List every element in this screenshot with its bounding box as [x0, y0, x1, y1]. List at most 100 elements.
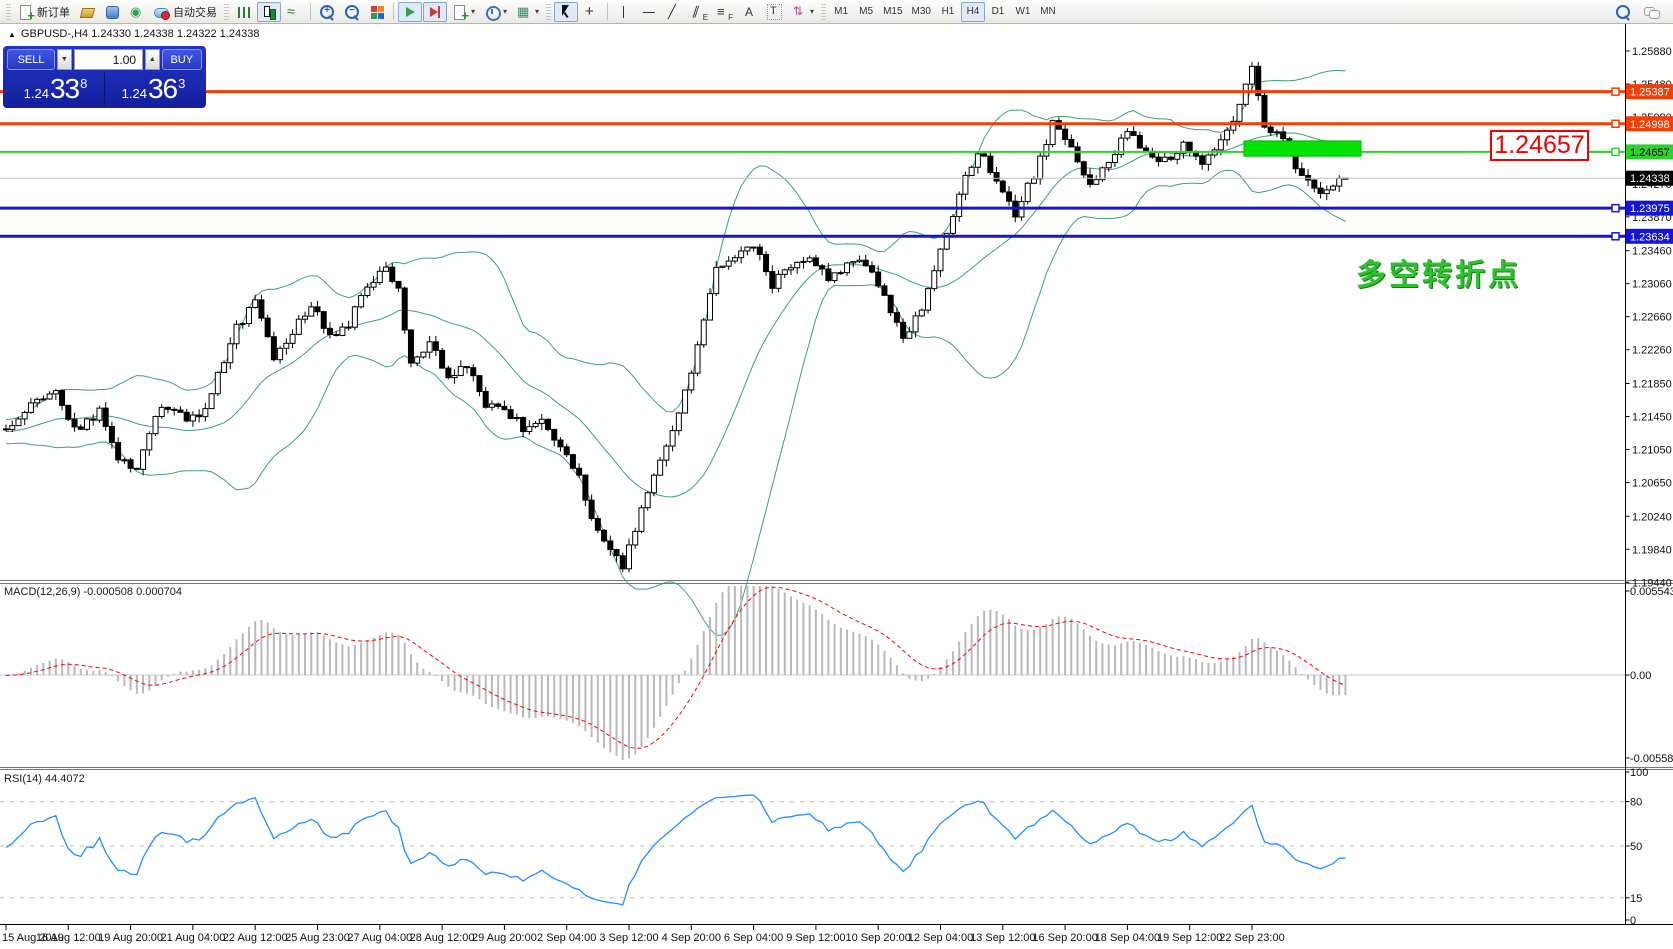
zoom-out-button[interactable]: [340, 2, 364, 22]
svg-text:50: 50: [1630, 841, 1642, 853]
toolbar-grip: [546, 3, 552, 20]
svg-text:1.21050: 1.21050: [1632, 444, 1672, 456]
svg-text:29 Aug 20:00: 29 Aug 20:00: [472, 932, 537, 944]
templates-icon: [516, 4, 532, 20]
bar-chart-icon: [236, 4, 252, 20]
text-button[interactable]: [737, 2, 761, 22]
svg-text:1.23975: 1.23975: [1630, 203, 1670, 215]
signals-button[interactable]: [125, 2, 149, 22]
fibonacci-icon: [716, 4, 733, 22]
new-order-button[interactable]: 新订单: [14, 2, 74, 23]
arrows-icon: [791, 4, 807, 20]
auto-scroll-icon: [402, 4, 418, 20]
svg-text:1.24657: 1.24657: [1630, 147, 1670, 159]
svg-text:16 Aug 12:00: 16 Aug 12:00: [36, 932, 101, 944]
zoom-in-button[interactable]: [315, 2, 339, 22]
svg-text:1.23060: 1.23060: [1632, 279, 1672, 291]
svg-text:1.25880: 1.25880: [1632, 46, 1672, 58]
svg-text:6 Sep 04:00: 6 Sep 04:00: [724, 932, 783, 944]
text-label-button[interactable]: [762, 2, 786, 22]
autotrading-label: 自动交易: [173, 6, 217, 19]
sell-price-small: 1.24: [23, 85, 49, 101]
svg-text:13 Sep 12:00: 13 Sep 12:00: [970, 932, 1035, 944]
bar-chart-button[interactable]: [232, 2, 256, 22]
toolbar-separator: [607, 3, 609, 20]
timeframe-mn-button[interactable]: MN: [1040, 6, 1056, 17]
volume-up-button[interactable]: ▲: [145, 49, 160, 70]
cursor-button[interactable]: [554, 1, 579, 22]
sell-button[interactable]: SELL: [7, 49, 56, 70]
svg-text:1.20240: 1.20240: [1632, 511, 1672, 523]
trendline-button[interactable]: [662, 2, 686, 22]
crosshair-button[interactable]: [579, 2, 603, 22]
chat-button[interactable]: [1639, 2, 1663, 22]
chevron-down-icon: ▾: [471, 7, 476, 16]
price-alert-box[interactable]: 1.24657: [1490, 130, 1589, 161]
timeframe-w1-button[interactable]: W1: [1015, 6, 1031, 17]
volume-down-button[interactable]: ▼: [57, 49, 72, 70]
buy-price-sup: 3: [178, 75, 186, 91]
svg-text:15 Aug 2019: 15 Aug 2019: [2, 932, 64, 944]
svg-text:1.22260: 1.22260: [1632, 345, 1672, 357]
timeframe-m15-button[interactable]: M15: [883, 6, 903, 17]
autotrading-button[interactable]: 自动交易: [150, 2, 221, 22]
toolbar: 新订单 自动交易 ▾ ▾ ▾ ▾ M1 M5 M15 M30 H1 H4 D1 …: [0, 0, 1673, 24]
search-button[interactable]: [1611, 2, 1635, 22]
buy-button[interactable]: BUY: [161, 49, 202, 70]
sell-price-big: 33: [49, 73, 80, 104]
chevron-down-icon: ▾: [535, 7, 540, 16]
clock-icon: [484, 4, 502, 21]
volume-input[interactable]: 1.00: [73, 49, 144, 70]
fibonacci-button[interactable]: [712, 2, 736, 22]
svg-text:12 Sep 04:00: 12 Sep 04:00: [908, 932, 973, 944]
svg-text:1.22660: 1.22660: [1632, 312, 1672, 324]
timeframe-m5-button[interactable]: M5: [859, 6, 874, 17]
text-label-icon: [766, 3, 783, 20]
vertical-line-icon: [616, 4, 632, 20]
periods-button[interactable]: ▾: [480, 2, 511, 22]
svg-text:1.19440: 1.19440: [1632, 577, 1672, 589]
svg-text:22 Sep 23:00: 22 Sep 23:00: [1219, 932, 1284, 944]
candlestick-icon: [261, 4, 277, 20]
chart-shift-button[interactable]: [423, 1, 447, 22]
horizontal-line-button[interactable]: [637, 2, 661, 22]
zoom-in-icon: [319, 4, 335, 20]
svg-text:10 Sep 20:00: 10 Sep 20:00: [845, 932, 910, 944]
timeframe-m1-button[interactable]: M1: [834, 6, 849, 17]
svg-text:1.19840: 1.19840: [1632, 544, 1672, 556]
svg-text:-0.005583: -0.005583: [1630, 753, 1673, 765]
candlestick-chart-button[interactable]: [257, 1, 281, 22]
svg-text:0.00: 0.00: [1630, 670, 1651, 682]
buy-price[interactable]: 1.24 36 3: [105, 72, 202, 106]
sell-price-sup: 8: [80, 75, 88, 91]
line-chart-button[interactable]: [282, 2, 306, 22]
timeframe-m30-button[interactable]: M30: [911, 6, 931, 17]
toolbar-separator: [393, 3, 394, 20]
sell-price[interactable]: 1.24 33 8: [7, 72, 104, 106]
tile-windows-button[interactable]: [365, 2, 389, 22]
collapse-trade-panel-icon[interactable]: ▲: [8, 29, 16, 39]
vertical-line-button[interactable]: [612, 2, 636, 22]
expert-advisors-button[interactable]: [100, 2, 124, 22]
tile-windows-icon: [369, 4, 385, 20]
svg-text:1.21450: 1.21450: [1632, 411, 1672, 423]
autotrading-icon: [154, 4, 170, 20]
timeframe-d1-button[interactable]: D1: [991, 6, 1005, 17]
indicators-button[interactable]: ▾: [448, 2, 479, 23]
svg-text:19 Aug 20:00: 19 Aug 20:00: [98, 932, 163, 944]
crosshair-icon: [583, 3, 599, 20]
svg-text:18 Sep 04:00: 18 Sep 04:00: [1095, 932, 1160, 944]
timeframe-h1-button[interactable]: H1: [941, 6, 955, 17]
trendline-icon: [666, 4, 682, 20]
arrows-button[interactable]: ▾: [787, 2, 818, 22]
svg-text:4 Sep 20:00: 4 Sep 20:00: [662, 932, 721, 944]
templates-button[interactable]: ▾: [512, 2, 543, 22]
svg-text:100: 100: [1630, 767, 1648, 779]
svg-text:9 Sep 12:00: 9 Sep 12:00: [786, 932, 845, 944]
profiles-button[interactable]: [75, 2, 99, 22]
auto-scroll-button[interactable]: [398, 1, 422, 22]
rsi-label: RSI(14) 44.4072: [4, 773, 85, 785]
timeframe-h4-button[interactable]: H4: [960, 1, 985, 22]
channel-button[interactable]: [687, 2, 711, 22]
